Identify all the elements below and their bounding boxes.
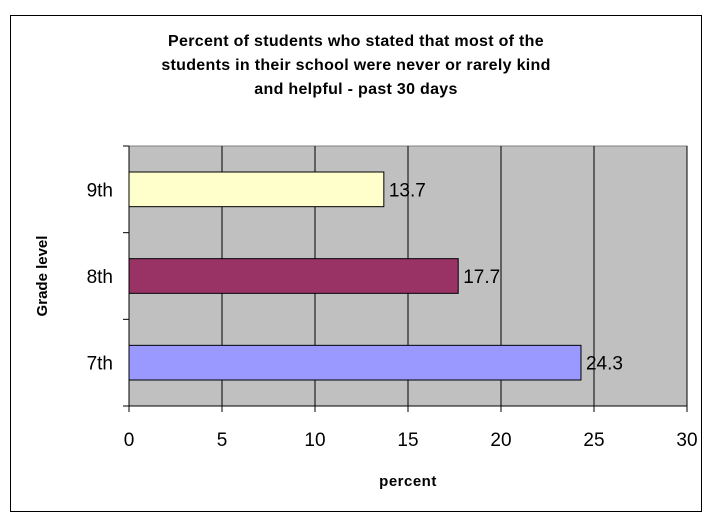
x-tick-label: 25 [583, 430, 604, 451]
bar-7th [128, 344, 582, 381]
category-label: 7th [87, 354, 113, 375]
chart-title-line-2: students in their school were never or r… [161, 57, 551, 74]
category-label: 9th [87, 180, 113, 201]
x-tick-label: 15 [397, 430, 418, 451]
x-tick-label: 0 [124, 430, 135, 451]
data-label: 24.3 [586, 354, 623, 375]
data-label: 13.7 [389, 180, 426, 201]
chart-title: Percent of students who stated that most… [11, 30, 701, 102]
bar-8th [128, 258, 459, 294]
bar-9th [128, 171, 385, 208]
y-axis-title: Grade level [34, 236, 51, 317]
chart-title-line-3: and helpful - past 30 days [254, 81, 458, 98]
x-axis-title: percent [379, 473, 437, 490]
x-tick-label: 30 [676, 430, 697, 451]
x-tick-label: 20 [490, 430, 511, 451]
category-label: 8th [87, 267, 113, 288]
x-tick-label: 5 [217, 430, 228, 451]
x-tick-label: 10 [304, 430, 325, 451]
chart-title-line-1: Percent of students who stated that most… [168, 33, 544, 50]
data-label: 17.7 [463, 267, 500, 288]
